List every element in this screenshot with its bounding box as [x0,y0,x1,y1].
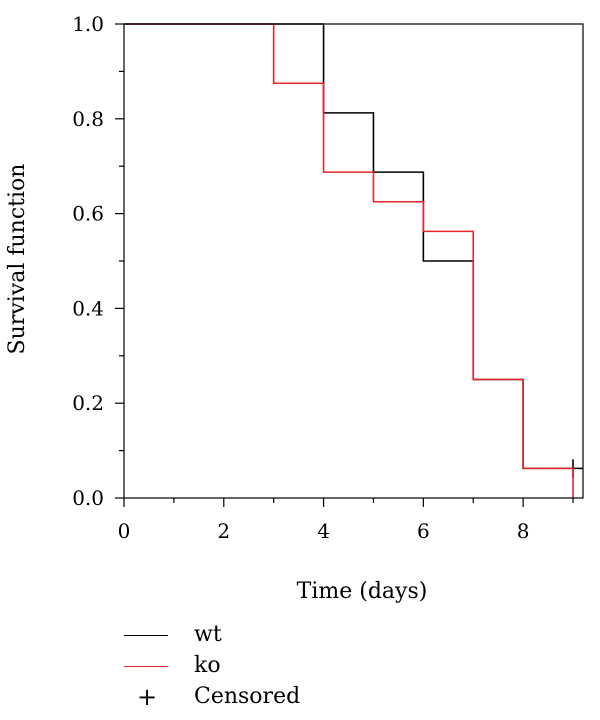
y-tick-label: 0.8 [72,107,104,131]
x-tick-label: 6 [417,519,430,543]
legend-swatch-ko [124,666,168,667]
legend-label-ko: ko [194,653,221,678]
legend-item-censored: + Censored [122,682,372,712]
y-tick-label: 0.6 [72,202,104,226]
series-layer [124,23,583,498]
legend-item-ko: ko [122,651,372,681]
y-tick-label: 0.0 [72,486,104,510]
axes-layer: 0 2 4 6 8 0.0 0.2 0.4 0.6 0.8 1.0 [72,12,584,543]
legend-item-wt: wt [122,620,372,650]
legend-swatch-wt [124,635,168,636]
x-tick-label: 8 [517,519,530,543]
y-tick-label: 0.4 [72,296,104,320]
series-line-ko [124,23,574,498]
y-tick-label: 1.0 [72,12,104,36]
legend-label-wt: wt [194,622,222,647]
legend-label-censored: Censored [194,684,301,709]
censored-plus-icon: + [136,683,158,711]
plot-frame [123,23,584,499]
x-tick-label: 0 [118,519,131,543]
y-axis-title: Survival function [5,164,30,355]
x-tick-label: 2 [217,519,230,543]
series-line-wt [124,23,583,470]
y-tick-label: 0.2 [72,391,104,415]
x-tick-label: 4 [317,519,330,543]
x-axis-title: Time (days) [297,579,428,604]
